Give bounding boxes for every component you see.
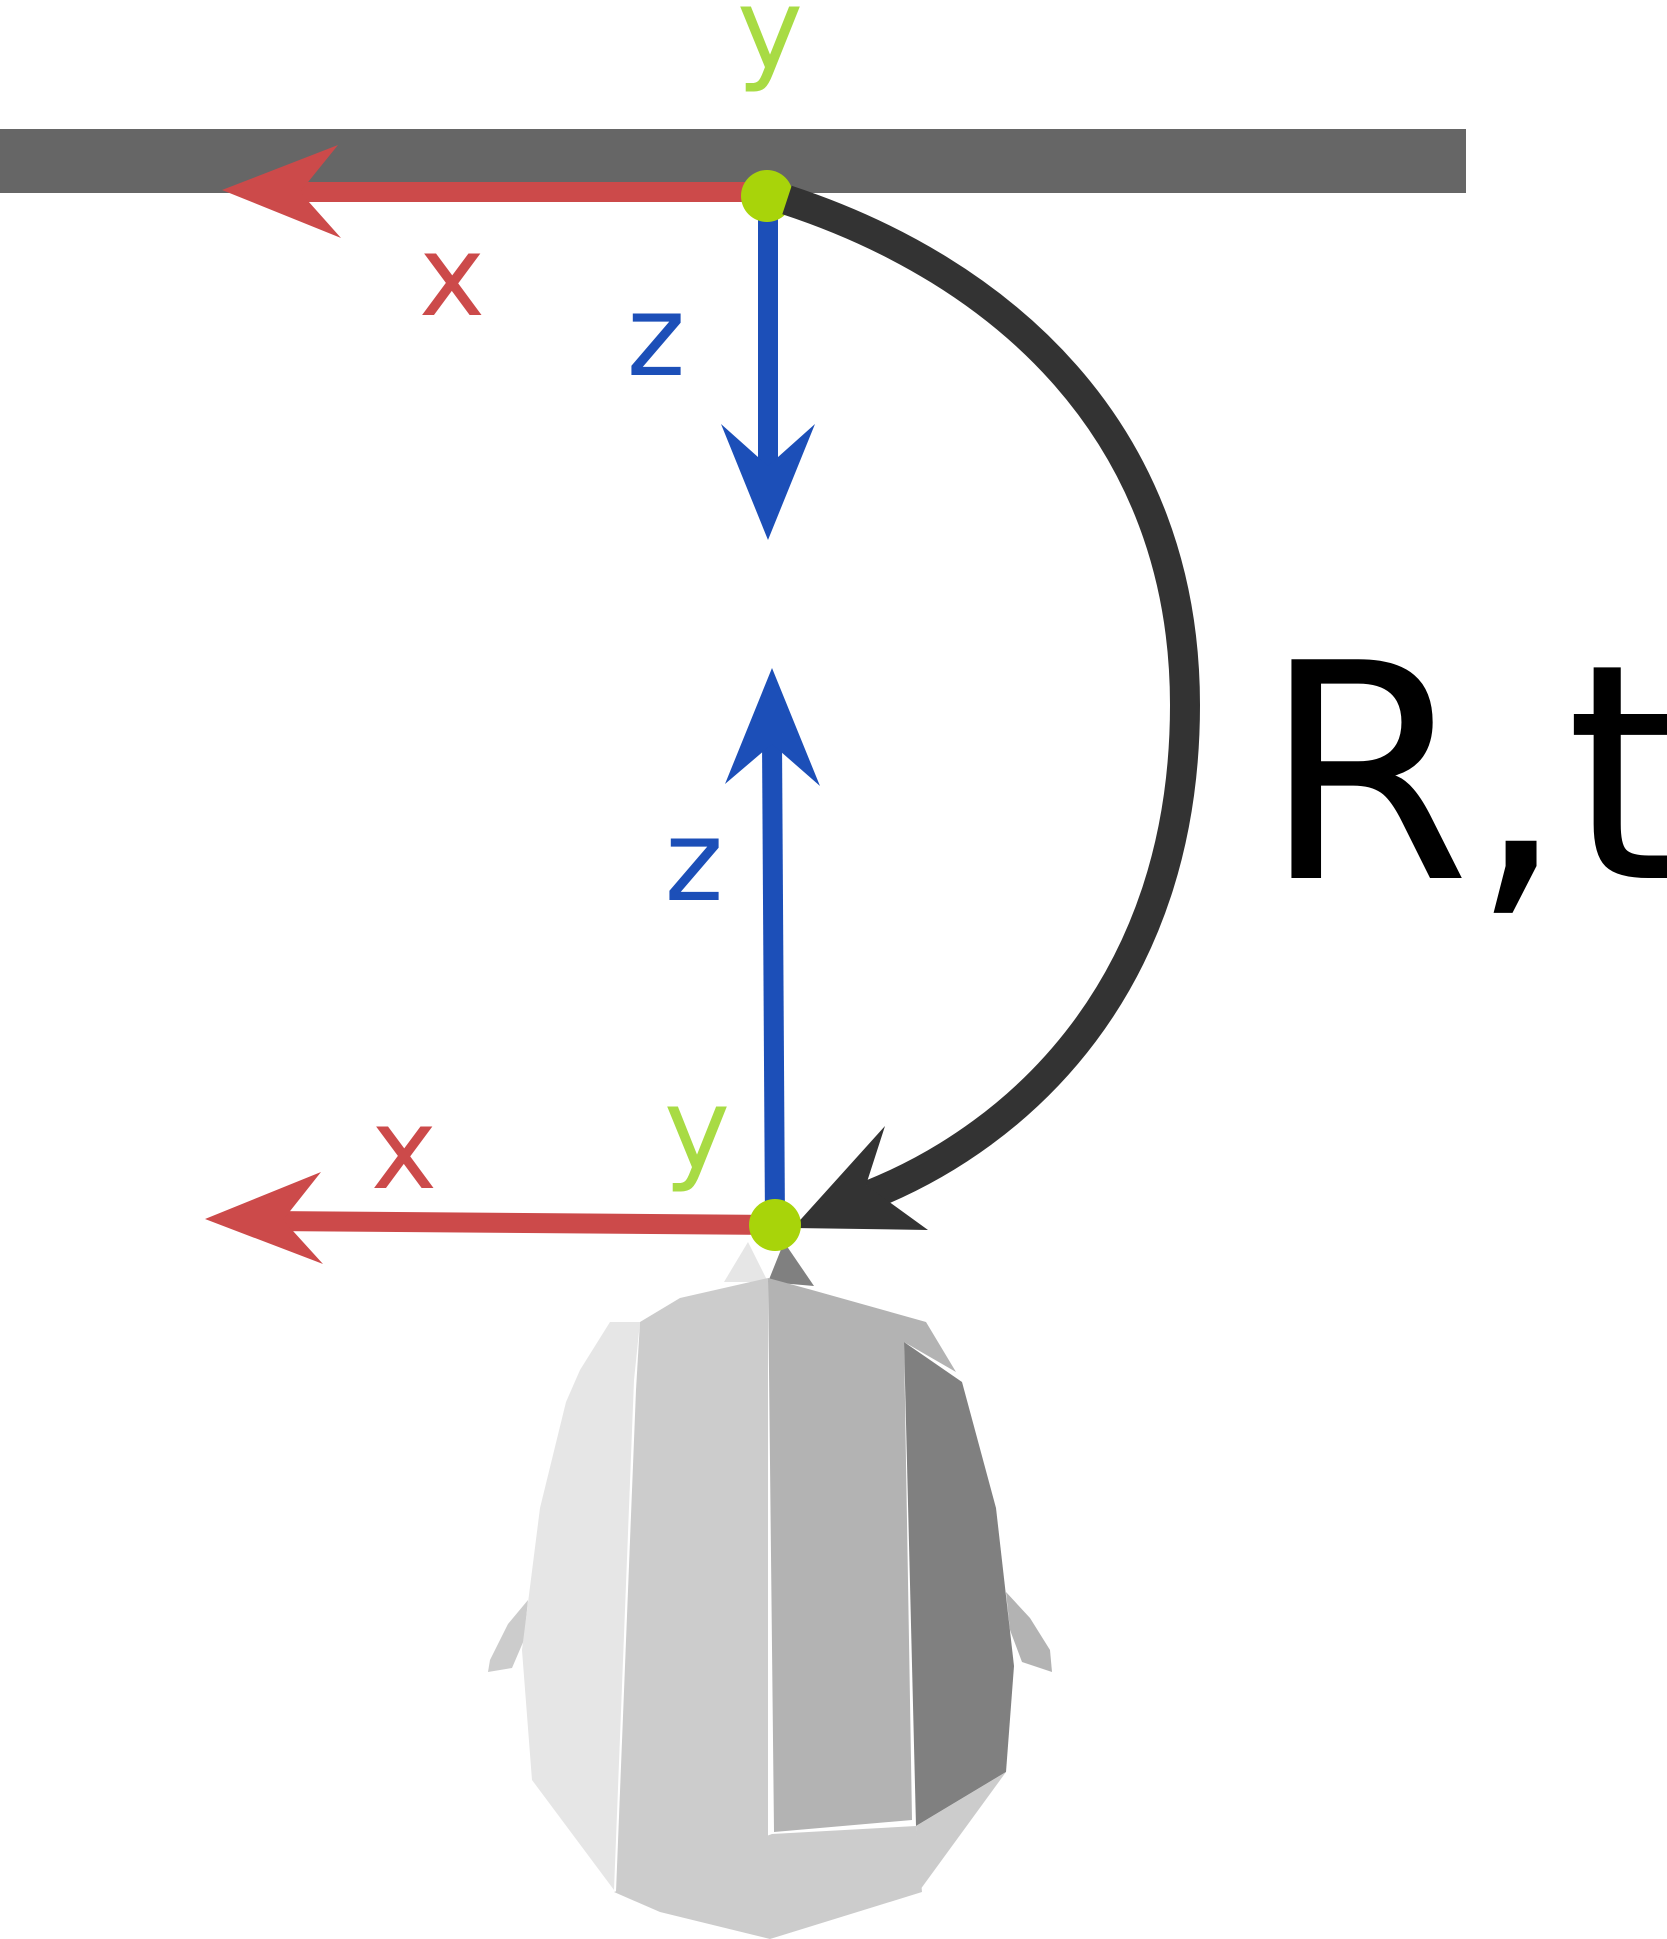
transform-arrow: R,t: [782, 185, 1667, 1230]
bottom-x-axis-shaft: [267, 1211, 776, 1235]
head-chin-right: [916, 1772, 1006, 1890]
head-center-left-face: [616, 1278, 768, 1892]
top-z-label: z: [627, 272, 686, 402]
bottom-origin-dot: [749, 1199, 801, 1251]
bottom-x-label: x: [371, 1085, 437, 1215]
top-origin-dot: [741, 170, 793, 222]
head-center-right-face: [768, 1278, 956, 1832]
nose: [724, 1242, 768, 1282]
head-chin-center: [614, 1826, 922, 1939]
top-y-label: y: [737, 0, 803, 95]
right-ear: [1006, 1592, 1052, 1672]
top-x-axis-arrowhead: [222, 145, 341, 238]
head-left-face: [522, 1322, 640, 1890]
head-right-face: [904, 1342, 1014, 1826]
bottom-z-axis-arrowhead: [725, 668, 820, 786]
top-z-axis-arrowhead: [721, 424, 815, 540]
bottom-z-label: z: [665, 797, 724, 927]
nose-shade: [768, 1242, 814, 1286]
bottom-y-label: y: [664, 1065, 730, 1195]
top-frame: x y z: [222, 0, 815, 540]
transform-label: R,t: [1262, 600, 1667, 949]
bottom-x-axis-arrowhead: [205, 1172, 323, 1264]
bottom-z-axis-shaft: [762, 739, 785, 1226]
head-model: [488, 1242, 1052, 1939]
bottom-frame: z x y: [205, 668, 820, 1264]
left-ear: [488, 1600, 528, 1672]
transform-arrow-curve: [782, 185, 1201, 1209]
top-x-label: x: [419, 212, 485, 342]
transform-arrow-head: [793, 1126, 928, 1230]
